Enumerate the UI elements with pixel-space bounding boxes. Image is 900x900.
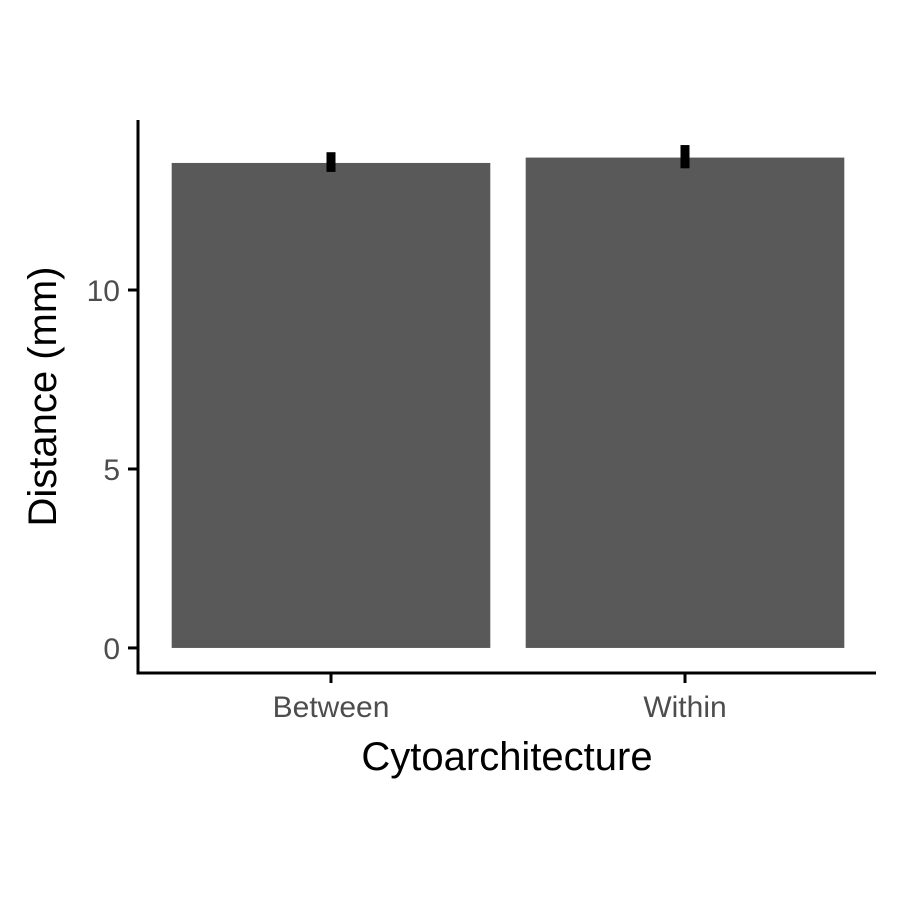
bar-between (171, 162, 491, 648)
bar-within (525, 157, 845, 648)
y-ticks-layer: 0 5 10 (87, 275, 138, 666)
axes-layer (136, 120, 876, 675)
y-tick-label: 0 (103, 633, 120, 666)
bars-layer (171, 157, 845, 648)
y-tick-label: 5 (103, 454, 120, 487)
y-tick-label: 10 (87, 275, 120, 308)
error-bars-layer (326, 145, 690, 172)
x-tick-label-within: Within (643, 691, 726, 724)
y-axis-title: Distance (mm) (21, 266, 65, 526)
x-tick-label-between: Between (273, 691, 390, 724)
x-ticks-layer: Between Within (273, 673, 727, 724)
x-axis-title: Cytoarchitecture (361, 735, 652, 779)
